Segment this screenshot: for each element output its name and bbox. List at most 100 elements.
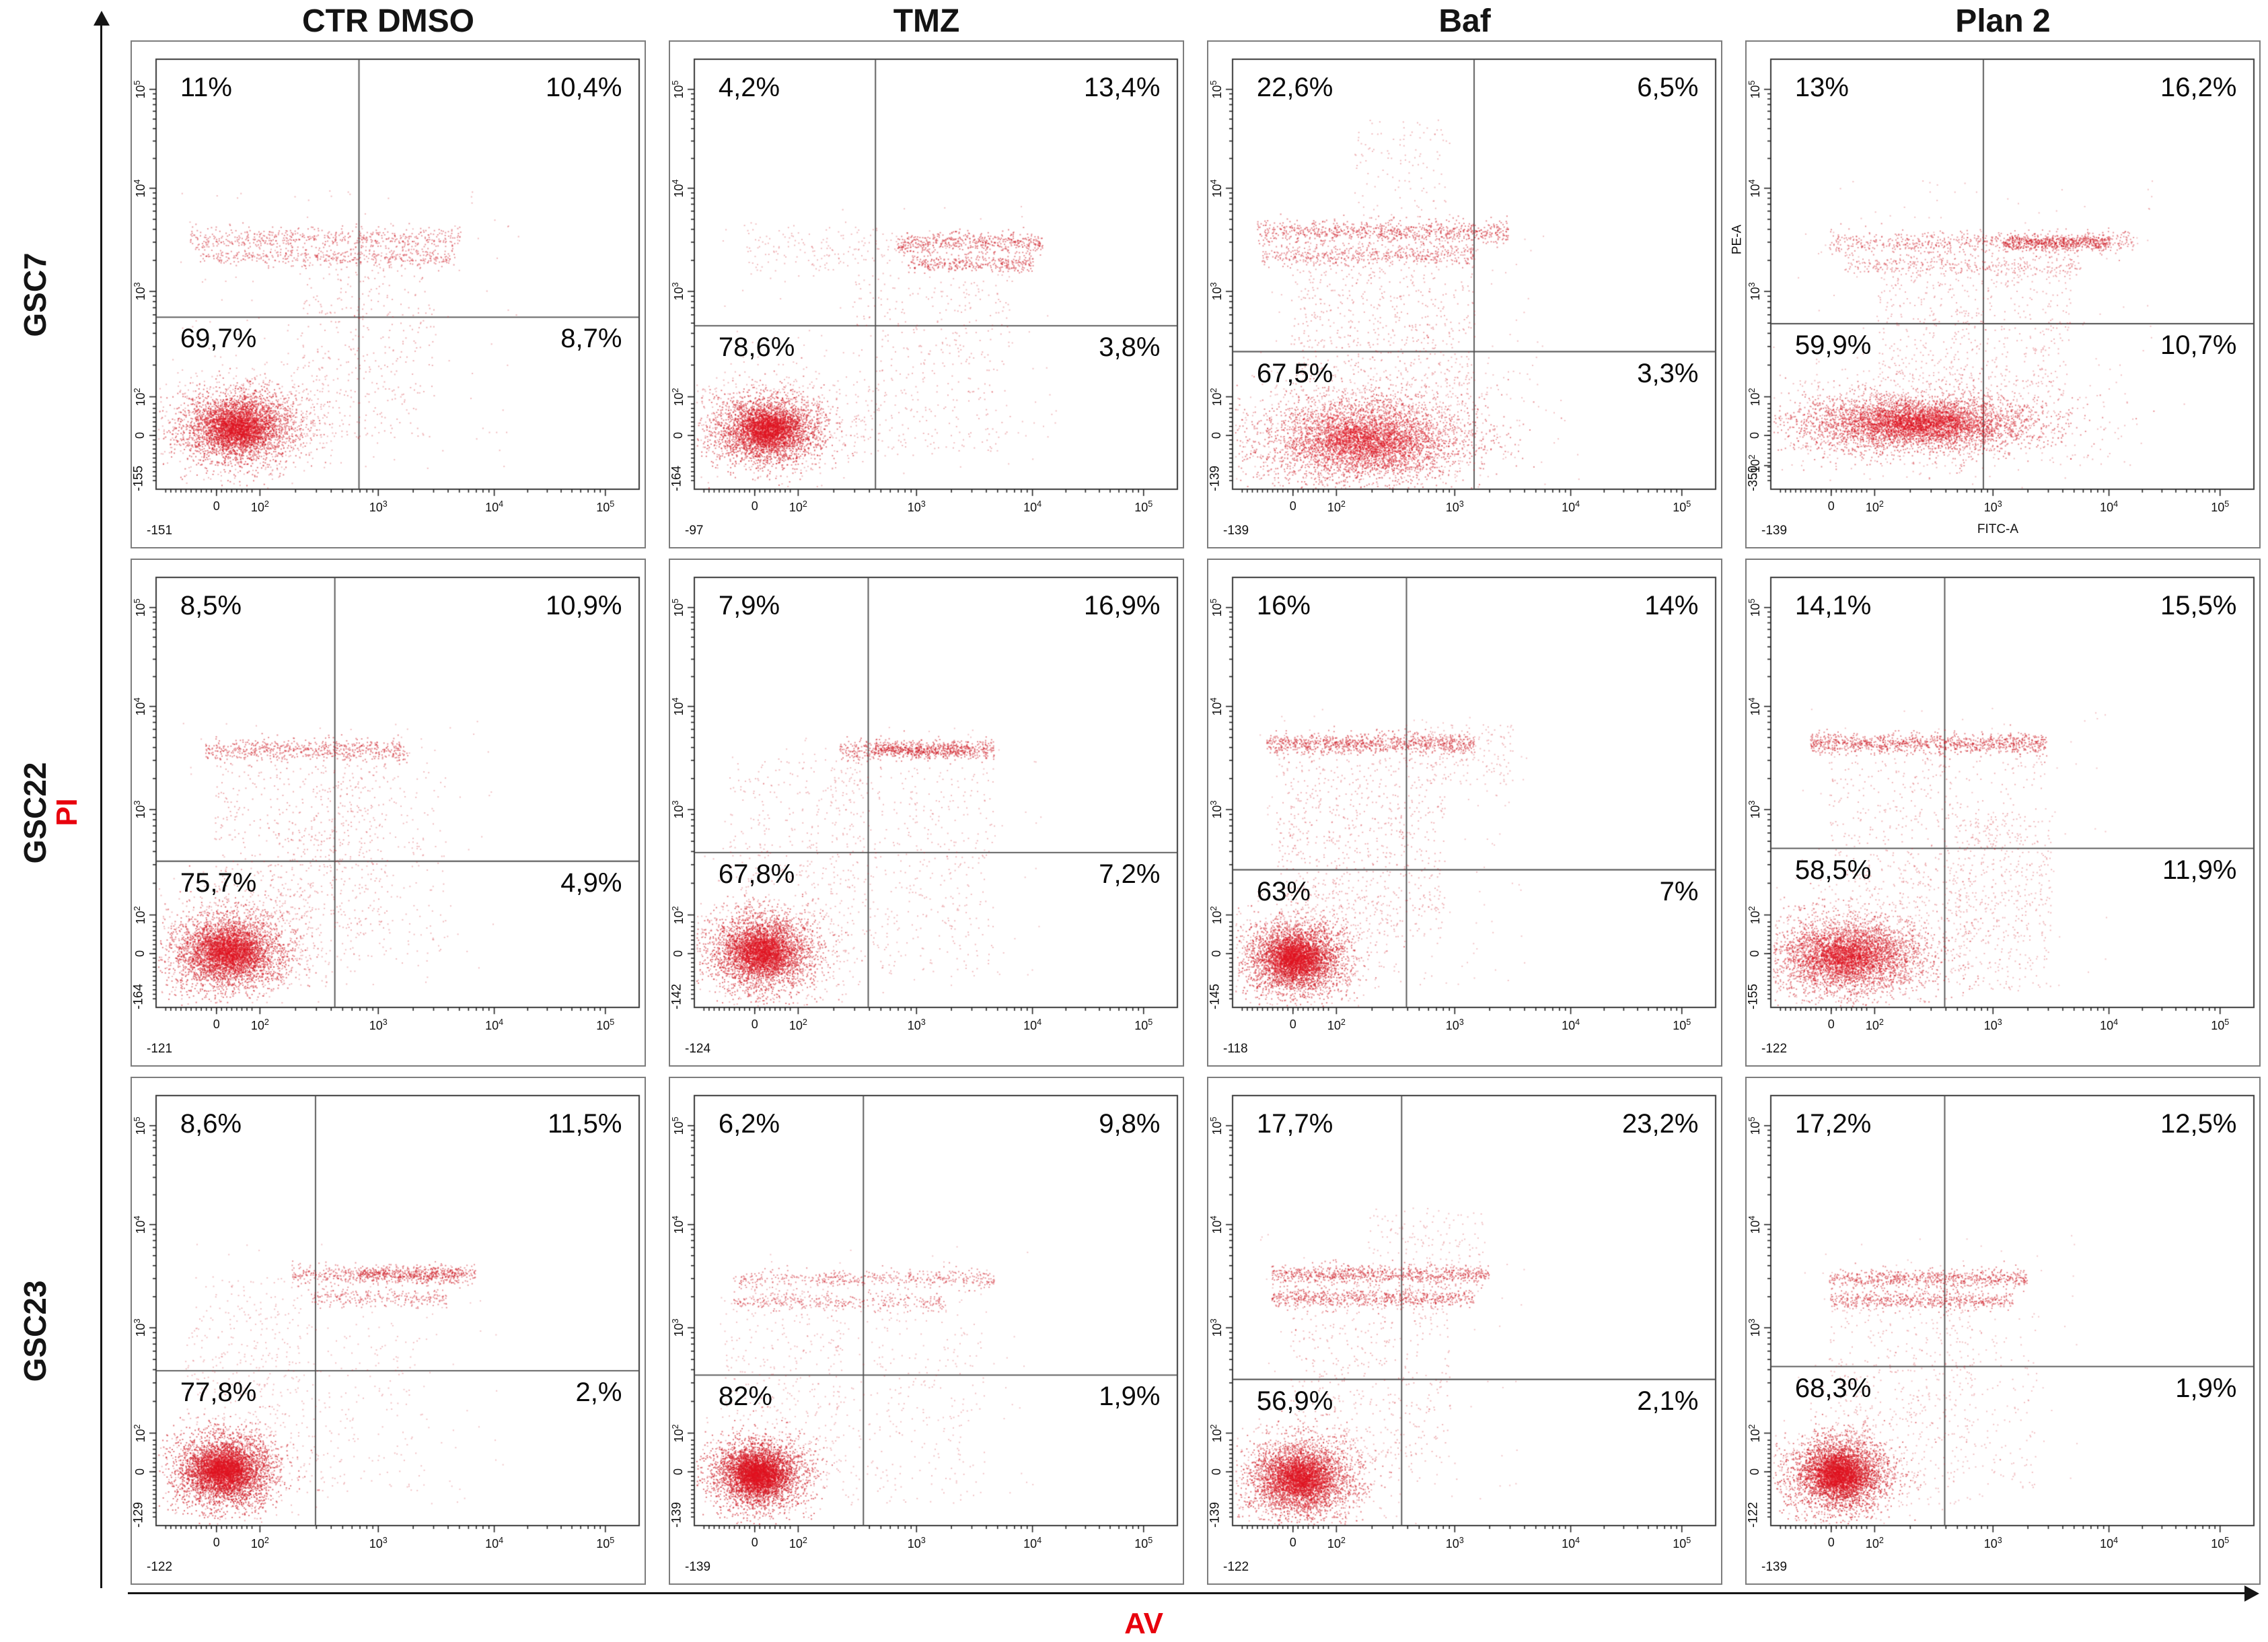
x-axis-min-label: -139: [1761, 524, 1788, 538]
quadrant-percentage-upper-left: 17,7%: [1256, 1109, 1333, 1139]
x-tick-label: 0: [1827, 1536, 1835, 1549]
quadrant-percentage-upper-left: 17,2%: [1794, 1109, 1872, 1139]
x-tick-label: 102: [1327, 1018, 1346, 1032]
x-tick-label: 0: [1289, 1536, 1296, 1549]
scatter-canvas: [670, 42, 1185, 550]
quadrant-percentage-lower-left: 56,9%: [1256, 1386, 1333, 1416]
x-tick-label: 105: [2211, 1018, 2230, 1032]
x-tick-label: 102: [1865, 1018, 1884, 1032]
y-axis-min-label: -155: [131, 465, 146, 492]
x-tick-label: 0: [751, 1536, 758, 1549]
quadrant-percentage-lower-left: 68,3%: [1794, 1373, 1872, 1403]
y-tick-label: 105: [671, 80, 686, 99]
x-tick-label: 105: [596, 1536, 615, 1550]
flow-panel-gsc23-baf: 17,7% 23,2% 56,9% 2,1% -122 0 102 103 104 105 -139…: [1207, 1077, 1724, 1586]
x-tick-label: 104: [485, 499, 504, 514]
x-tick-label: 104: [1562, 499, 1580, 514]
scatter-canvas: [132, 42, 647, 550]
x-tick-label: 105: [1134, 1018, 1153, 1032]
x-axis-arrow: [128, 1592, 2246, 1594]
x-tick-label: 104: [2100, 499, 2119, 514]
quadrant-percentage-upper-right: 14%: [1644, 591, 1699, 621]
y-axis-arrow: [100, 24, 102, 1588]
quadrant-percentage-lower-left: 59,9%: [1794, 330, 1872, 360]
x-tick-label: 104: [1023, 1536, 1042, 1550]
quadrant-percentage-upper-left: 14,1%: [1794, 591, 1872, 621]
y-tick-label: 102: [671, 1424, 686, 1443]
y-tick-label: 0: [133, 950, 147, 958]
y-tick-label: 0: [133, 432, 147, 439]
x-tick-label: 104: [1023, 1018, 1042, 1032]
x-tick-label: 102: [789, 1018, 807, 1032]
y-tick-label: 104: [133, 697, 147, 716]
x-tick-label: 105: [1134, 499, 1153, 514]
x-tick-label: 103: [907, 1018, 926, 1032]
y-axis-label: PI: [50, 798, 83, 826]
quadrant-percentage-upper-left: 4,2%: [718, 73, 780, 103]
column-header-tmz: TMZ: [893, 3, 960, 39]
x-tick-label: 103: [369, 1018, 388, 1032]
x-tick-label: 103: [907, 499, 926, 514]
quadrant-percentage-lower-left: 78,6%: [718, 332, 795, 363]
quadrant-percentage-lower-right: 10,7%: [2160, 330, 2237, 360]
x-tick-label: 102: [1327, 499, 1346, 514]
quadrant-percentage-lower-right: 1,9%: [1099, 1382, 1161, 1412]
y-tick-label: 0: [671, 1468, 685, 1476]
y-tick-label: 105: [133, 598, 147, 617]
y-tick-label: 0: [1748, 1468, 1761, 1476]
quadrant-percentage-upper-left: 8,5%: [180, 591, 242, 621]
x-axis-min-label: -124: [685, 1042, 711, 1056]
x-axis-min-label: -122: [1223, 1560, 1249, 1574]
y-tick-label: 102: [671, 388, 686, 406]
quadrant-percentage-lower-right: 3,8%: [1099, 332, 1161, 363]
y-axis-min-label: -164: [669, 465, 684, 492]
y-tick-label: 0: [133, 1468, 147, 1476]
y-tick-label: 104: [1747, 1215, 1762, 1234]
y-axis-arrowhead-icon: [94, 11, 110, 26]
y-tick-label: 104: [1747, 697, 1762, 716]
y-tick-label: 103: [1209, 800, 1224, 819]
y-tick-label: 105: [133, 80, 147, 99]
scatter-canvas: [1747, 560, 2262, 1068]
y-tick-label: 104: [1209, 179, 1224, 198]
x-tick-label: 103: [369, 1536, 388, 1550]
y-tick-label: 0: [1748, 950, 1761, 958]
quadrant-percentage-lower-left: 63%: [1256, 876, 1311, 906]
row-label-gsc7: GSC7: [17, 252, 52, 337]
y-axis-min-label: -139: [1208, 1501, 1222, 1528]
quadrant-percentage-lower-right: 8,7%: [560, 324, 622, 354]
y-axis-min-label: -139: [1208, 465, 1222, 492]
y-tick-label: 103: [133, 800, 147, 819]
quadrant-percentage-lower-left: 67,5%: [1256, 358, 1333, 388]
quadrant-percentage-lower-right: 11,9%: [2162, 855, 2237, 885]
x-tick-label: 104: [2100, 1536, 2119, 1550]
x-tick-label: 102: [1327, 1536, 1346, 1550]
y-tick-label: 103: [133, 282, 147, 301]
y-tick-label: 104: [1209, 1215, 1224, 1234]
y-axis-min-label: -145: [1208, 983, 1222, 1010]
quadrant-percentage-lower-left: 77,8%: [180, 1377, 257, 1407]
y-tick-label: 105: [1209, 80, 1224, 99]
y-tick-label: 105: [671, 1116, 686, 1135]
x-tick-label: 103: [1983, 1018, 2002, 1032]
y-tick-label: 102: [1209, 1424, 1224, 1443]
x-tick-label: 102: [789, 499, 807, 514]
y-tick-label: 105: [1747, 1116, 1762, 1135]
quadrant-percentage-upper-left: 13%: [1794, 73, 1849, 103]
flow-panel-gsc23-plan-2: 17,2% 12,5% 68,3% 1,9% -139 0 102 103 104 105 -122…: [1745, 1077, 2262, 1586]
x-tick-label: 105: [1673, 1536, 1691, 1550]
x-tick-label: 102: [1865, 499, 1884, 514]
y-axis-min-label: -155: [1746, 983, 1761, 1010]
x-tick-label: 104: [2100, 1018, 2119, 1032]
quadrant-percentage-lower-left: 58,5%: [1794, 855, 1872, 885]
quadrant-percentage-lower-right: 2,1%: [1637, 1386, 1699, 1416]
y-tick-label: 105: [133, 1116, 147, 1135]
x-axis-min-label: -151: [147, 524, 173, 538]
scatter-canvas: [132, 1078, 647, 1586]
y-tick-label: 105: [1747, 80, 1762, 99]
y-tick-label: 0: [1748, 432, 1761, 439]
x-tick-label: 105: [1673, 1018, 1691, 1032]
x-tick-label: 0: [1827, 499, 1835, 513]
y-tick-label: 104: [671, 697, 686, 716]
